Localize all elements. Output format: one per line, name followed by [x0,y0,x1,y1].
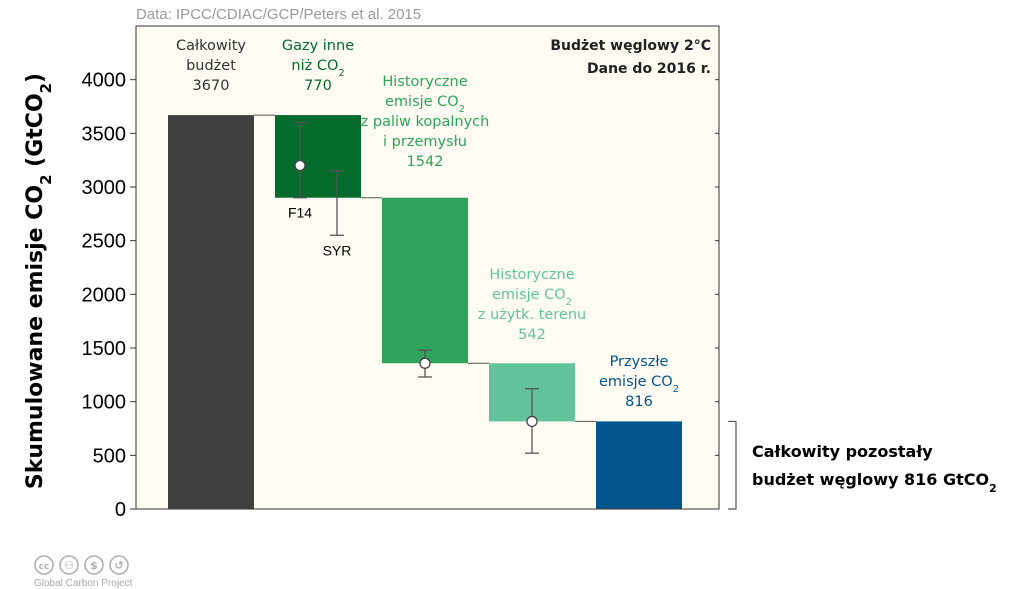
bar-1 [168,115,254,509]
whisker-bar-4-marker [526,415,538,428]
whisker-f14-marker [294,159,306,172]
side-annotation-line-1: Całkowity pozostały [752,442,933,461]
bar-4-label-line-1: Historyczne [489,267,574,283]
bar-4-label-line-3: z użytk. terenu [478,307,586,323]
y-tick-label-500: 500 [93,445,126,467]
by-icon [59,555,79,575]
sa-icon [109,555,129,575]
by-icon-glyph: ⚇ [64,559,74,572]
label-syr: SYR [323,242,352,258]
bar-4-label-line-4: 542 [518,327,546,343]
license-footer: cc ⚇ $ ↺ Global Carbon Project [34,555,133,589]
corner-line-1: Budżet węglowy 2°C [550,38,711,54]
cc-icon-glyph: cc [39,562,50,572]
label-f14: F14 [288,205,312,221]
bar-5-label-line-3: 816 [625,394,653,410]
sa-icon-glyph: ↺ [114,559,123,572]
bar-5 [596,421,682,509]
side-annotation-line-2: budżet węglowy 816 GtCO2 [752,470,997,495]
y-tick-label-2000: 2000 [82,284,127,306]
bar-2-label-line-1: Gazy inne [282,38,354,54]
source-note: Data: IPCC/CDIAC/GCP/Peters et al. 2015 [136,6,421,23]
nc-icon-glyph: $ [90,559,98,572]
y-tick-label-3500: 3500 [82,123,127,145]
nc-icon [84,555,104,575]
y-tick-label-3000: 3000 [82,177,127,199]
bar-3-label-line-2: emisje CO2 [385,94,465,115]
footer-credit: Global Carbon Project [34,578,133,589]
bar-3-label-line-4: i przemysłu [383,134,467,150]
axes-layer: 0 500 1000 1500 2000 2500 3000 3500 4000 [82,25,720,521]
remaining-budget-bracket [728,420,737,510]
bar-2-label-line-2: niż CO2 [291,58,344,79]
y-tick-label-1500: 1500 [82,338,127,360]
bar-1-label-line-1: Całkowity [176,38,246,54]
bar-3-label-line-5: 1542 [407,154,444,170]
corner-line-2: Dane do 2016 r. [587,61,711,77]
remaining-budget-annotation: Całkowity pozostały budżet węglowy 816 Gt… [728,420,997,510]
bar-1-label-line-2: budżet [186,58,236,74]
bar-4-label-line-2: emisje CO2 [492,287,572,308]
y-tick-label-1000: 1000 [82,392,127,414]
bar-3 [382,197,468,364]
bar-2 [275,115,361,198]
y-tick-label-4000: 4000 [82,70,127,92]
corner-note: Budżet węglowy 2°C Dane do 2016 r. [550,38,711,77]
cc-icon [34,555,54,575]
y-axis-title: Skumulowane emisje CO2 (GtCO2) [23,73,55,489]
whisker-bar-3-marker [419,357,431,369]
y-tick-label-2500: 2500 [82,231,127,253]
bar-2-label-line-3: 770 [304,78,332,94]
bar-3-label-line-1: Historyczne [382,74,467,90]
bar-5-label-line-1: Przyszłe [610,354,669,370]
y-tick-label-0: 0 [115,499,126,521]
connectors-layer [254,114,596,422]
uncertainty-layer: F14 SYR [288,121,539,454]
bar-1-label-line-3: 3670 [193,78,230,94]
y-axis-label: Skumulowane emisje CO2 (GtCO2) [23,73,55,489]
bar-5-label-line-2: emisje CO2 [599,374,679,395]
plot-frame [135,25,720,510]
bar-3-label-line-3: z paliw kopalnych [361,114,490,130]
